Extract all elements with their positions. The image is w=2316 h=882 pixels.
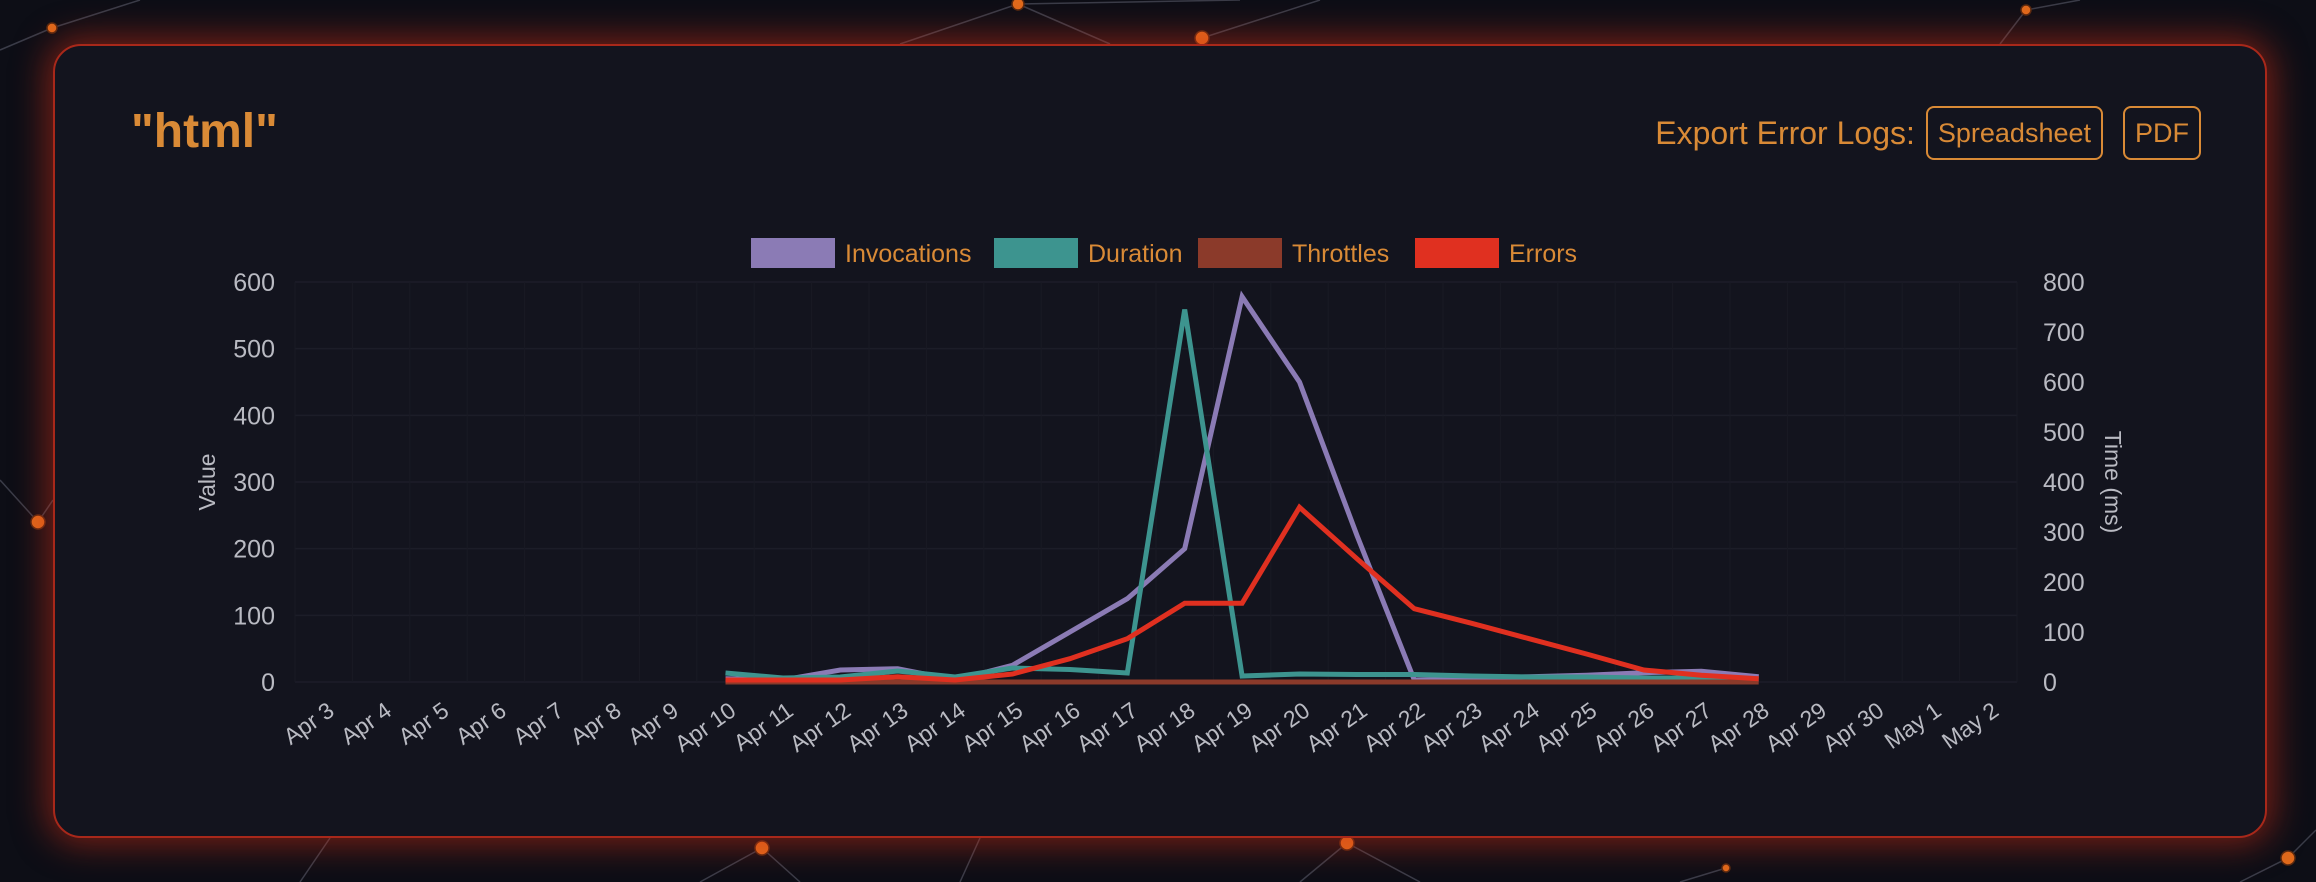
- y-right-tick-label: 100: [2043, 619, 2085, 647]
- legend-label[interactable]: Invocations: [845, 240, 971, 268]
- x-tick-label: Apr 29: [1761, 697, 1831, 757]
- export-label: Export Error Logs:: [1655, 114, 1915, 151]
- x-tick-label: Apr 26: [1588, 697, 1658, 757]
- x-tick-label: Apr 15: [957, 697, 1027, 757]
- y-right-tick-label: 0: [2043, 669, 2057, 697]
- chart-card: "html" Export Error Logs: Spreadsheet PD…: [53, 44, 2267, 838]
- y-right-tick-label: 500: [2043, 419, 2085, 447]
- series-lines: [725, 290, 1759, 685]
- series-line-invocations: [725, 290, 1759, 683]
- x-tick-label: Apr 13: [842, 697, 912, 757]
- x-tick-label: Apr 20: [1244, 697, 1314, 757]
- y-axis-left: 0 100 200 300 400 500 600 Value: [194, 269, 275, 697]
- y-right-axis-label: Time (ms): [2100, 431, 2126, 534]
- x-tick-label: Apr 27: [1646, 697, 1716, 757]
- chart-legend: Invocations Duration Throttles Errors: [751, 238, 1577, 268]
- x-tick-label: Apr 10: [670, 697, 740, 757]
- y-left-tick-label: 100: [233, 602, 275, 630]
- series-line-duration: [725, 309, 1759, 682]
- x-tick-label: Apr 19: [1187, 697, 1257, 757]
- legend-swatch: [994, 238, 1078, 268]
- x-tick-label: Apr 18: [1129, 697, 1199, 757]
- export-controls: Export Error Logs: Spreadsheet PDF: [1655, 106, 2201, 160]
- x-tick-label: Apr 17: [1072, 697, 1142, 757]
- x-tick-label: Apr 6: [451, 697, 511, 750]
- y-left-axis-label: Value: [194, 453, 220, 510]
- x-tick-label: Apr 25: [1531, 697, 1601, 757]
- legend-swatch: [1415, 238, 1499, 268]
- x-tick-label: Apr 23: [1416, 697, 1486, 757]
- x-tick-label: Apr 14: [900, 697, 971, 757]
- x-tick-label: Apr 24: [1474, 697, 1545, 757]
- legend-swatch: [1198, 238, 1282, 268]
- export-pdf-button[interactable]: PDF: [2123, 106, 2201, 160]
- y-left-tick-label: 400: [233, 402, 275, 430]
- y-right-tick-label: 600: [2043, 369, 2085, 397]
- y-axis-right: 0 100 200 300 400 500 600 700 800 Time (ms): [2043, 269, 2126, 697]
- x-tick-label: Apr 3: [279, 697, 339, 750]
- y-right-tick-label: 200: [2043, 569, 2085, 597]
- x-tick-label: Apr 7: [508, 697, 568, 750]
- legend-swatch: [751, 238, 835, 268]
- x-tick-label: May 1: [1880, 697, 1946, 754]
- line-chart: 0 100 200 300 400 500 600 Value 0 100 200 300 400 500…: [194, 238, 2126, 757]
- x-tick-label: May 2: [1937, 697, 2003, 754]
- x-tick-label: Apr 30: [1818, 697, 1888, 757]
- x-tick-label: Apr 21: [1301, 697, 1371, 757]
- x-tick-label: Apr 11: [729, 697, 798, 756]
- y-left-tick-label: 200: [233, 536, 275, 564]
- x-tick-label: Apr 16: [1014, 697, 1084, 757]
- series-line-errors: [725, 503, 1759, 683]
- export-spreadsheet-button[interactable]: Spreadsheet: [1925, 106, 2103, 160]
- y-left-tick-label: 300: [233, 469, 275, 497]
- legend-label[interactable]: Duration: [1088, 240, 1183, 268]
- y-right-tick-label: 400: [2043, 469, 2085, 497]
- x-tick-label: Apr 5: [393, 697, 453, 750]
- y-right-tick-label: 300: [2043, 519, 2085, 547]
- page-title: "html": [131, 105, 278, 158]
- y-left-tick-label: 500: [233, 336, 275, 364]
- y-right-tick-label: 800: [2043, 269, 2085, 297]
- y-left-tick-label: 600: [233, 269, 275, 297]
- x-tick-label: Apr 12: [785, 697, 855, 757]
- y-right-tick-label: 700: [2043, 319, 2085, 347]
- legend-label[interactable]: Throttles: [1292, 240, 1389, 268]
- x-tick-label: Apr 22: [1359, 697, 1429, 757]
- legend-label[interactable]: Errors: [1509, 240, 1577, 268]
- y-left-tick-label: 0: [261, 669, 275, 697]
- x-tick-label: Apr 4: [336, 697, 396, 750]
- x-tick-label: Apr 8: [566, 697, 626, 750]
- x-tick-label: Apr 28: [1703, 697, 1773, 757]
